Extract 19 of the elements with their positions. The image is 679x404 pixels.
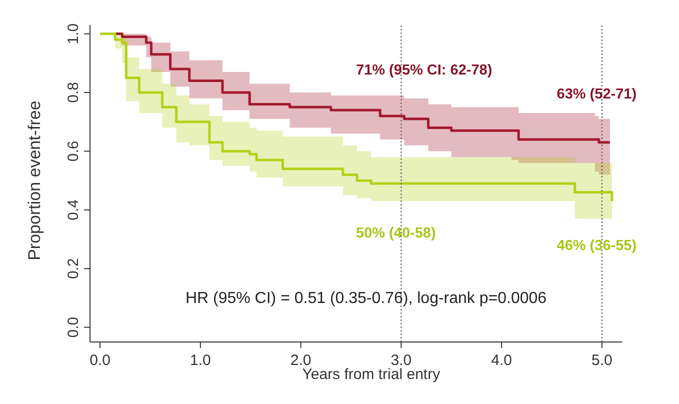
y-axis-title: Proportion event-free — [25, 100, 44, 260]
x-tick-label: 3.0 — [390, 352, 412, 369]
x-axis-title: Years from trial entry — [302, 366, 441, 383]
y-tick-label: 1.0 — [65, 23, 82, 44]
x-tick-label: 5.0 — [591, 352, 612, 369]
x-tick-label: 4.0 — [491, 352, 512, 369]
annotation: 50% (40-58) — [356, 226, 436, 242]
y-tick-label: 0.0 — [65, 316, 82, 338]
y-tick-label: 0.6 — [65, 140, 82, 162]
x-tick-label: 0.0 — [90, 352, 110, 369]
y-tick-label: 0.2 — [65, 258, 82, 280]
x-tick-label: 1.0 — [190, 352, 211, 369]
annotation: 63% (52-71) — [556, 86, 637, 102]
x-tick-label: 2.0 — [290, 352, 312, 369]
annotation: 46% (36-55) — [556, 238, 637, 254]
annotation: 71% (95% CI: 62-78) — [356, 62, 492, 79]
y-tick-label: 0.8 — [65, 82, 82, 103]
annotation: HR (95% CI) = 0.51 (0.35-0.76), log-rank p=0.0006 — [185, 290, 547, 307]
y-tick-label: 0.4 — [65, 199, 82, 220]
